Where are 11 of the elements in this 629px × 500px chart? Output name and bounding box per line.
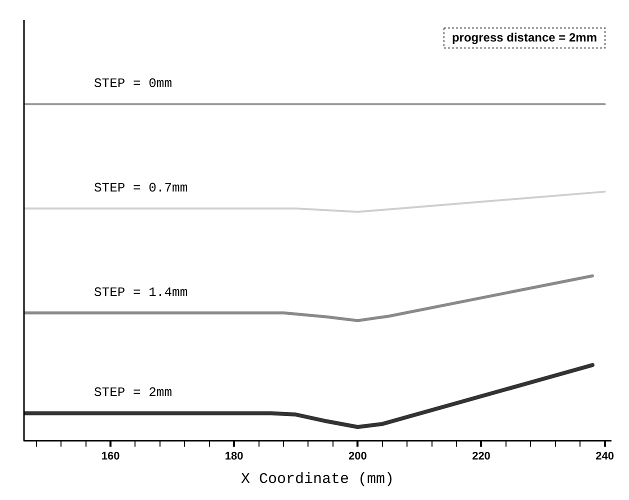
x-tick-label: 240 xyxy=(596,450,614,462)
x-axis-title: X Coordinate (mm) xyxy=(240,470,394,488)
x-tick-label: 220 xyxy=(472,450,490,462)
x-tick-label: 200 xyxy=(348,450,367,462)
x-tick-label: 160 xyxy=(101,450,120,462)
series-label: STEP = 2mm xyxy=(94,385,172,400)
series-label: STEP = 0.7mm xyxy=(94,180,188,196)
series-label: STEP = 0mm xyxy=(94,76,172,92)
text: progress distance = 2mm xyxy=(452,30,597,44)
series-label: STEP = 1.4mm xyxy=(94,284,188,300)
x-tick-label: 180 xyxy=(224,450,244,462)
